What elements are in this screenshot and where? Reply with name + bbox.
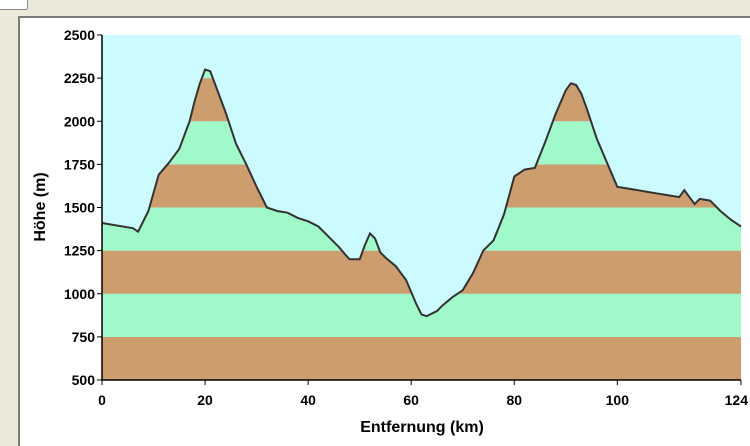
y-tick-label: 1000 <box>64 286 95 302</box>
y-axis-title: Höhe (m) <box>32 172 49 241</box>
window-top-strip <box>0 0 750 14</box>
y-tick-label: 2500 <box>64 27 95 43</box>
x-axis-title: Entfernung (km) <box>360 419 484 436</box>
y-tick-label: 750 <box>72 329 96 345</box>
x-tick-label: 40 <box>300 392 316 408</box>
x-tick-label: 124 <box>725 392 749 408</box>
y-tick-label: 500 <box>72 372 96 388</box>
y-tick-label: 1500 <box>64 200 95 216</box>
x-tick-label: 20 <box>197 392 213 408</box>
x-tick-label: 0 <box>98 392 106 408</box>
elevation-band <box>102 336 741 380</box>
y-tick-label: 1750 <box>64 156 95 172</box>
y-tick-label: 2000 <box>64 113 95 129</box>
y-ticks: 500 750 1000 1250 1500 1750 2000 2250 2500 <box>64 27 102 388</box>
y-tick-label: 1250 <box>64 243 95 259</box>
y-tick-label: 2250 <box>64 70 95 86</box>
x-ticks: 0 20 40 60 80 100 124 <box>98 380 748 408</box>
x-tick-label: 60 <box>403 392 419 408</box>
x-tick-label: 80 <box>506 392 522 408</box>
elevation-profile-line <box>101 68 742 318</box>
top-control[interactable] <box>0 0 28 10</box>
x-tick-label: 100 <box>606 392 630 408</box>
